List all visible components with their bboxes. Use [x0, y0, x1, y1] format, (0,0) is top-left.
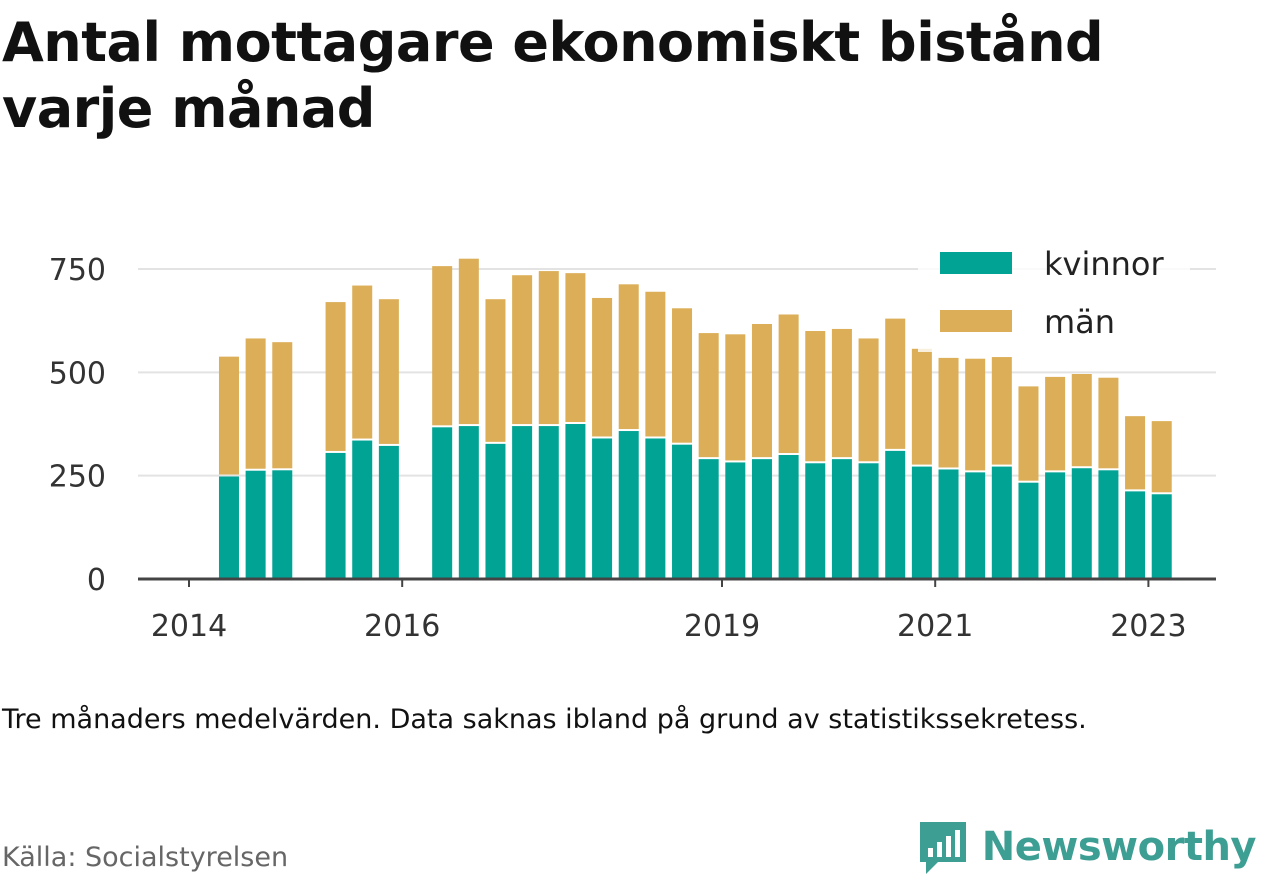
bar-man: [938, 357, 959, 468]
bar-man: [751, 323, 772, 458]
bar-kvinnor: [1125, 491, 1146, 579]
bar-man: [911, 348, 932, 465]
y-tick-label: 0: [87, 563, 106, 598]
bar-kvinnor: [352, 440, 373, 579]
bar-kvinnor: [645, 438, 666, 579]
bar-man: [991, 357, 1012, 465]
bar-man: [538, 271, 559, 425]
bar-kvinnor: [672, 444, 693, 579]
bar-kvinnor: [1098, 470, 1119, 579]
brand: Newsworthy: [918, 818, 1257, 876]
y-tick-label: 250: [49, 460, 106, 495]
newsworthy-logo-icon: [919, 822, 966, 874]
bar-man: [432, 266, 453, 426]
bar-man: [725, 334, 746, 461]
bar-man: [831, 328, 852, 458]
x-tick-label: 2014: [151, 609, 227, 644]
bar-kvinnor: [458, 426, 479, 579]
bar-man: [218, 356, 239, 475]
bar-kvinnor: [911, 466, 932, 579]
bar-man: [1018, 386, 1039, 481]
bar-man: [245, 338, 266, 469]
bar-man: [458, 258, 479, 425]
brand-name: Newsworthy: [981, 824, 1257, 870]
bar-man: [885, 318, 906, 449]
source-text: Källa: Socialstyrelsen: [2, 842, 289, 873]
bar-kvinnor: [805, 463, 826, 579]
bar-man: [645, 291, 666, 437]
bar-kvinnor: [325, 452, 346, 579]
bar-man: [1098, 377, 1119, 469]
x-tick-label: 2023: [1110, 609, 1186, 644]
bar-kvinnor: [218, 476, 239, 579]
bar-kvinnor: [751, 459, 772, 579]
bar-man: [778, 314, 799, 454]
bar-kvinnor: [831, 459, 852, 579]
bar-man: [565, 273, 586, 423]
bar-man: [858, 338, 879, 462]
bar-kvinnor: [858, 463, 879, 579]
bar-kvinnor: [565, 424, 586, 579]
chart-title: Antal mottagare ekonomiskt bistånd varje…: [2, 11, 1104, 140]
bar-kvinnor: [1071, 468, 1092, 579]
bar-kvinnor: [1151, 494, 1172, 579]
bar-man: [805, 331, 826, 462]
legend-swatch: [940, 310, 1012, 332]
legend: kvinnor män: [918, 242, 1190, 352]
bar-man: [512, 275, 533, 425]
bar-kvinnor: [512, 426, 533, 579]
bar-man: [1125, 416, 1146, 490]
chart-note: Tre månaders medelvärden. Data saknas ib…: [2, 704, 1087, 735]
bar-man: [965, 358, 986, 471]
bar-kvinnor: [938, 469, 959, 579]
legend-label: män: [1044, 303, 1115, 341]
bar-kvinnor: [592, 438, 613, 579]
chart: 0 250 500 750 2014 2016 2019 2021 2023 kvinnor mä…: [49, 242, 1216, 644]
bar-kvinnor: [432, 427, 453, 579]
bar-man: [672, 308, 693, 443]
bar-man: [272, 342, 293, 469]
bar-kvinnor: [991, 466, 1012, 579]
bar-man: [1071, 374, 1092, 467]
bar-kvinnor: [965, 472, 986, 579]
bars: [218, 258, 1172, 579]
bar-kvinnor: [378, 445, 399, 579]
bar-kvinnor: [485, 443, 506, 579]
x-tick-label: 2016: [364, 609, 440, 644]
bar-man: [325, 302, 346, 451]
y-tick-label: 500: [49, 356, 106, 391]
bar-kvinnor: [1018, 482, 1039, 579]
y-tick-label: 750: [49, 253, 106, 288]
legend-label: kvinnor: [1044, 245, 1165, 283]
bar-man: [698, 333, 719, 458]
bar-man: [1045, 376, 1066, 471]
legend-swatch: [940, 252, 1012, 274]
bar-kvinnor: [245, 470, 266, 579]
bar-man: [378, 299, 399, 444]
bar-kvinnor: [778, 455, 799, 579]
bar-kvinnor: [618, 431, 639, 579]
bar-kvinnor: [698, 459, 719, 579]
bar-man: [352, 285, 373, 439]
bar-kvinnor: [885, 450, 906, 579]
bar-kvinnor: [538, 426, 559, 579]
x-tick-label: 2021: [897, 609, 973, 644]
bar-man: [592, 297, 613, 437]
bar-man: [618, 284, 639, 430]
bar-kvinnor: [272, 470, 293, 579]
axes: 0 250 500 750 2014 2016 2019 2021 2023: [49, 253, 1216, 644]
bar-kvinnor: [1045, 472, 1066, 579]
bar-man: [485, 299, 506, 442]
x-tick-label: 2019: [684, 609, 760, 644]
bar-man: [1151, 421, 1172, 493]
bar-kvinnor: [725, 462, 746, 579]
